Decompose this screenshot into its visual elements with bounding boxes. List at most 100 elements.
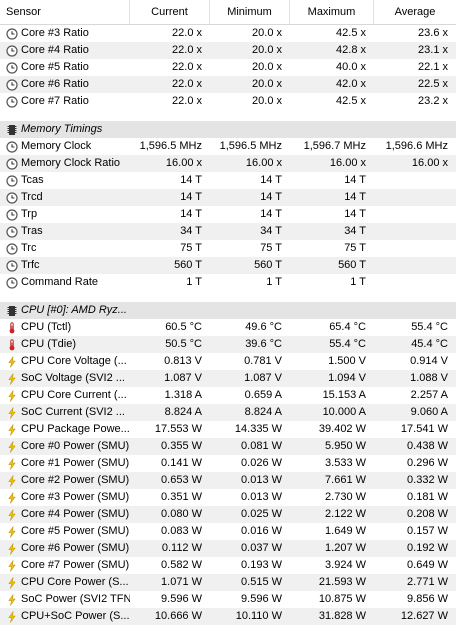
group-label: Memory Timings — [21, 123, 103, 135]
sensor-row-tras[interactable]: Tras 34 T 34 T 34 T — [0, 223, 456, 240]
sensor-row-cpu-core-voltage[interactable]: CPU Core Voltage (... 0.813 V 0.781 V 1.500… — [0, 353, 456, 370]
clock-icon — [6, 140, 18, 153]
maximum-value: 14 T — [344, 174, 366, 186]
sensor-row-cpu-soc-power-s[interactable]: CPU+SoC Power (S... 10.666 W 10.110 W 31.82… — [0, 608, 456, 625]
maximum-value: 1.207 W — [325, 542, 366, 554]
maximum-value: 14 T — [344, 208, 366, 220]
column-header-minimum[interactable]: Minimum — [210, 0, 290, 24]
clock-icon — [6, 44, 18, 57]
lightning-icon — [6, 525, 18, 538]
sensor-row-core-3-power-smu[interactable]: Core #3 Power (SMU) 0.351 W 0.013 W 2.730 W… — [0, 489, 456, 506]
sensor-row-core-1-power-smu[interactable]: Core #1 Power (SMU) 0.141 W 0.026 W 3.533 W… — [0, 455, 456, 472]
maximum-value: 65.4 °C — [329, 321, 366, 333]
sensor-row-cpu-package-powe[interactable]: CPU Package Powe... 17.553 W 14.335 W 39.40… — [0, 421, 456, 438]
column-header-average[interactable]: Average — [394, 6, 436, 18]
current-value: 14 T — [180, 174, 202, 186]
sensor-name: Core #3 Ratio — [21, 27, 89, 39]
sensor-name: Core #7 Power (SMU) — [21, 559, 130, 571]
average-value: 45.4 °C — [411, 338, 448, 350]
average-value: 0.208 W — [407, 508, 448, 520]
minimum-value: 34 T — [260, 225, 282, 237]
maximum-value: 1.649 W — [325, 525, 366, 537]
sensor-row-trcd[interactable]: Trcd 14 T 14 T 14 T — [0, 189, 456, 206]
group-header-memory-timings[interactable]: Memory Timings — [0, 121, 456, 138]
minimum-value: 10.110 W — [235, 610, 282, 622]
sensor-row-soc-power-svi2-tfn[interactable]: SoC Power (SVI2 TFN) 9.596 W 9.596 W 10.875… — [0, 591, 456, 608]
current-value: 1.318 A — [164, 389, 202, 401]
sensor-row-core-6-ratio[interactable]: Core #6 Ratio 22.0 x 20.0 x 42.0 x 22.5 x — [0, 76, 456, 93]
current-value: 14 T — [180, 208, 202, 220]
current-value: 1,596.5 MHz — [139, 140, 202, 152]
sensor-row-trp[interactable]: Trp 14 T 14 T 14 T — [0, 206, 456, 223]
sensor-row-core-6-power-smu[interactable]: Core #6 Power (SMU) 0.112 W 0.037 W 1.207 W… — [0, 540, 456, 557]
lightning-icon — [6, 389, 18, 402]
maximum-value: 2.730 W — [325, 491, 366, 503]
maximum-value: 21.593 W — [318, 576, 366, 588]
maximum-value: 1.500 V — [328, 355, 366, 367]
sensor-row-memory-clock[interactable]: Memory Clock 1,596.5 MHz 1,596.5 MHz 1,596.… — [0, 138, 456, 155]
current-value: 50.5 °C — [165, 338, 202, 350]
sensor-name: Core #0 Power (SMU) — [21, 440, 130, 452]
lightning-icon — [6, 423, 18, 436]
minimum-value: 0.013 W — [241, 491, 282, 503]
sensor-name: Command Rate — [21, 276, 99, 288]
lightning-icon — [6, 593, 18, 606]
group-label: CPU [#0]: AMD Ryz... — [21, 304, 127, 316]
clock-icon — [6, 157, 18, 170]
sensor-row-cpu-core-current[interactable]: CPU Core Current (... 1.318 A 0.659 A 15.15… — [0, 387, 456, 404]
minimum-value: 1.087 V — [244, 372, 282, 384]
sensor-row-cpu-core-power-s[interactable]: CPU Core Power (S... 1.071 W 0.515 W 21.593… — [0, 574, 456, 591]
minimum-value: 0.016 W — [241, 525, 282, 537]
sensor-row-trfc[interactable]: Trfc 560 T 560 T 560 T — [0, 257, 456, 274]
sensor-row-core-7-power-smu[interactable]: Core #7 Power (SMU) 0.582 W 0.193 W 3.924 W… — [0, 557, 456, 574]
current-value: 22.0 x — [172, 44, 202, 56]
maximum-value: 10.875 W — [318, 593, 366, 605]
sensor-row-core-0-power-smu[interactable]: Core #0 Power (SMU) 0.355 W 0.081 W 5.950 W… — [0, 438, 456, 455]
maximum-value: 7.661 W — [325, 474, 366, 486]
sensor-row-command-rate[interactable]: Command Rate 1 T 1 T 1 T — [0, 274, 456, 291]
column-header-sensor[interactable]: Sensor — [0, 0, 130, 24]
group-header-cpu-0-amd-ryz[interactable]: CPU [#0]: AMD Ryz... — [0, 302, 456, 319]
sensor-row-core-5-power-smu[interactable]: Core #5 Power (SMU) 0.083 W 0.016 W 1.649 W… — [0, 523, 456, 540]
sensor-row-tcas[interactable]: Tcas 14 T 14 T 14 T — [0, 172, 456, 189]
minimum-value: 1,596.5 MHz — [219, 140, 282, 152]
sensor-row-core-5-ratio[interactable]: Core #5 Ratio 22.0 x 20.0 x 40.0 x 22.1 x — [0, 59, 456, 76]
lightning-icon — [6, 457, 18, 470]
current-value: 75 T — [180, 242, 202, 254]
clock-icon — [6, 95, 18, 108]
lightning-icon — [6, 559, 18, 572]
sensor-row-core-4-ratio[interactable]: Core #4 Ratio 22.0 x 20.0 x 42.8 x 23.1 x — [0, 42, 456, 59]
sensor-row-trc[interactable]: Trc 75 T 75 T 75 T — [0, 240, 456, 257]
sensor-row-cpu-tctl[interactable]: CPU (Tctl) 60.5 °C 49.6 °C 65.4 °C 55.4 °C — [0, 319, 456, 336]
average-value: 9.060 A — [410, 406, 448, 418]
lightning-icon — [6, 508, 18, 521]
memory-chip-icon — [6, 124, 18, 136]
sensor-row-memory-clock-ratio[interactable]: Memory Clock Ratio 16.00 x 16.00 x 16.00 x 1… — [0, 155, 456, 172]
clock-icon — [6, 242, 18, 255]
cpu-chip-icon — [6, 305, 18, 317]
clock-icon — [6, 208, 18, 221]
sensor-row-soc-current-svi2[interactable]: SoC Current (SVI2 ... 8.824 A 8.824 A 10.00… — [0, 404, 456, 421]
sensor-row-core-4-power-smu[interactable]: Core #4 Power (SMU) 0.080 W 0.025 W 2.122 W… — [0, 506, 456, 523]
sensor-name: CPU (Tdie) — [21, 338, 77, 350]
minimum-value: 0.025 W — [241, 508, 282, 520]
maximum-value: 39.402 W — [318, 423, 366, 435]
sensor-name: CPU (Tctl) — [21, 321, 72, 333]
maximum-value: 1.094 V — [328, 372, 366, 384]
sensor-row-soc-voltage-svi2[interactable]: SoC Voltage (SVI2 ... 1.087 V 1.087 V 1.094… — [0, 370, 456, 387]
sensor-row-cpu-tdie[interactable]: CPU (Tdie) 50.5 °C 39.6 °C 55.4 °C 45.4 °C — [0, 336, 456, 353]
column-header-current[interactable]: Current — [130, 0, 210, 24]
sensor-row-core-3-ratio[interactable]: Core #3 Ratio 22.0 x 20.0 x 42.5 x 23.6 x — [0, 25, 456, 42]
current-value: 0.355 W — [161, 440, 202, 452]
column-header-maximum[interactable]: Maximum — [290, 0, 374, 24]
current-value: 0.112 W — [161, 542, 202, 554]
sensor-row-core-2-power-smu[interactable]: Core #2 Power (SMU) 0.653 W 0.013 W 7.661 W… — [0, 472, 456, 489]
average-value: 22.5 x — [418, 78, 448, 90]
thermometer-icon — [6, 338, 18, 351]
sensor-row-core-7-ratio[interactable]: Core #7 Ratio 22.0 x 20.0 x 42.5 x 23.2 x — [0, 93, 456, 110]
average-value: 9.856 W — [407, 593, 448, 605]
minimum-value: 14 T — [260, 174, 282, 186]
sensor-name: Core #2 Power (SMU) — [21, 474, 130, 486]
sensor-name: Core #7 Ratio — [21, 95, 89, 107]
sensor-name: CPU Core Power (S... — [21, 576, 129, 588]
